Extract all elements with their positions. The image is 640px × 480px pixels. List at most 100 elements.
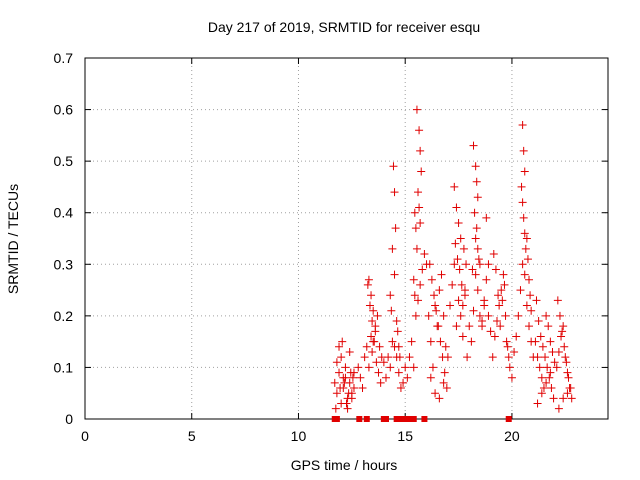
chart-title: Day 217 of 2019, SRMTID for receiver esq… (208, 19, 480, 35)
data-point (462, 260, 471, 269)
data-point (484, 260, 493, 269)
zero-marker (333, 416, 340, 422)
data-point (439, 311, 448, 320)
data-point (520, 167, 529, 176)
data-point (409, 363, 418, 372)
data-point (516, 286, 525, 295)
data-point (559, 322, 568, 331)
data-point (488, 353, 497, 362)
data-point (549, 394, 558, 403)
data-point (533, 353, 542, 362)
data-point (339, 373, 348, 382)
data-point (536, 332, 545, 341)
data-point (386, 363, 395, 372)
data-point (336, 384, 345, 393)
data-point (388, 244, 397, 253)
data-point (561, 353, 570, 362)
data-point (518, 121, 527, 130)
y-tick-label: 0.3 (54, 256, 74, 272)
data-point (381, 373, 390, 382)
data-point (335, 368, 344, 377)
data-point (475, 311, 484, 320)
data-point (416, 280, 425, 289)
data-point (437, 270, 446, 279)
data-point (550, 358, 559, 367)
data-point (375, 342, 384, 351)
data-point (358, 384, 367, 393)
data-point (510, 347, 519, 356)
data-point (390, 270, 399, 279)
data-point (542, 378, 551, 387)
data-point (526, 291, 535, 300)
data-point (496, 322, 505, 331)
data-point (468, 265, 477, 274)
data-point (411, 224, 420, 233)
data-point (391, 224, 400, 233)
data-point (532, 296, 541, 305)
data-point (465, 322, 474, 331)
data-point (430, 291, 439, 300)
data-point (356, 373, 365, 382)
data-point (519, 213, 528, 222)
data-point (332, 358, 341, 367)
data-point (463, 353, 472, 362)
data-point (335, 342, 344, 351)
data-point (332, 389, 341, 398)
data-point (505, 363, 514, 372)
zero-marker (393, 416, 400, 422)
data-point (418, 265, 427, 274)
data-point (546, 337, 555, 346)
data-point (369, 306, 378, 315)
data-point (409, 275, 418, 284)
data-point (450, 182, 459, 191)
data-point (411, 311, 420, 320)
data-point (459, 244, 468, 253)
data-point (348, 373, 357, 382)
data-point (416, 146, 425, 155)
data-point (448, 280, 457, 289)
data-point (441, 342, 450, 351)
data-point (354, 363, 363, 372)
data-point (547, 384, 556, 393)
data-point (545, 373, 554, 382)
data-point (495, 301, 504, 310)
data-point (475, 260, 484, 269)
data-point (414, 188, 423, 197)
data-point (453, 255, 462, 264)
data-point (482, 213, 491, 222)
data-point (426, 337, 435, 346)
data-point (346, 368, 355, 377)
data-point (472, 224, 481, 233)
data-point (538, 342, 547, 351)
data-point (417, 167, 426, 176)
data-point (386, 291, 395, 300)
data-point (363, 280, 372, 289)
zero-marker (410, 416, 417, 422)
data-point (455, 265, 464, 274)
data-point (432, 306, 441, 315)
data-point (473, 244, 482, 253)
data-point (338, 337, 347, 346)
data-point (523, 255, 532, 264)
data-point (512, 332, 521, 341)
data-point (446, 301, 455, 310)
data-point (537, 373, 546, 382)
data-point (451, 239, 460, 248)
data-point (490, 332, 499, 341)
data-point (518, 260, 527, 269)
data-point (373, 311, 382, 320)
data-point (460, 286, 469, 295)
data-point (514, 311, 523, 320)
data-point (522, 234, 531, 243)
data-point (344, 389, 353, 398)
data-point (454, 296, 463, 305)
data-point (393, 327, 402, 336)
data-point (566, 384, 575, 393)
data-point (340, 378, 349, 387)
data-point (426, 373, 435, 382)
data-point (491, 265, 500, 274)
data-point (519, 146, 528, 155)
data-point (415, 126, 424, 135)
data-point (520, 229, 529, 238)
data-point (384, 353, 393, 362)
